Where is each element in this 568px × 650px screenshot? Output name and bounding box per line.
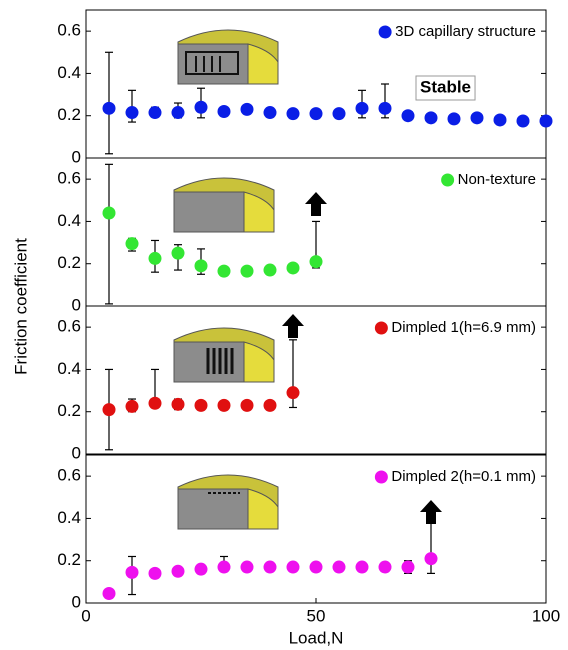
point: [103, 403, 116, 416]
point: [287, 386, 300, 399]
point: [126, 237, 139, 250]
point: [540, 115, 553, 128]
point: [356, 102, 369, 115]
y-tick-label: 0: [72, 295, 81, 314]
point: [310, 107, 323, 120]
point: [149, 252, 162, 265]
y-tick-label: 0: [72, 592, 81, 611]
legend-label: Dimpled 1(h=6.9 mm): [391, 319, 536, 336]
point: [241, 399, 254, 412]
point: [103, 587, 116, 600]
inset-dimpled-2: [178, 475, 278, 529]
point: [264, 399, 277, 412]
x-tick-label: 100: [532, 606, 560, 625]
point: [287, 561, 300, 574]
point: [402, 109, 415, 122]
y-tick-label: 0.2: [57, 253, 81, 272]
y-tick-label: 0.4: [57, 359, 81, 378]
chart: 0 0.2 0.4 0.6 Friction coefficient Stable 3D c…: [0, 0, 568, 650]
annotation: Stable: [420, 77, 471, 96]
y-tick-label: 0: [72, 443, 81, 462]
legend-label: Dimpled 2(h=0.1 mm): [391, 468, 536, 485]
y-tick-label: 0.6: [57, 169, 81, 188]
y-axis-label: Friction coefficient: [11, 238, 30, 375]
inset-plain: [174, 178, 274, 232]
point: [149, 106, 162, 119]
y-tick-label: 0.2: [57, 401, 81, 420]
point: [126, 566, 139, 579]
point: [264, 106, 277, 119]
y-tick-label: 0: [72, 147, 81, 166]
y-tick-label: 0.2: [57, 105, 81, 124]
point: [379, 561, 392, 574]
point: [218, 399, 231, 412]
y-tick-label: 0.2: [57, 550, 81, 569]
legend-marker: [375, 471, 388, 484]
point: [264, 561, 277, 574]
point: [287, 107, 300, 120]
point: [425, 111, 438, 124]
y-tick-label: 0.4: [57, 63, 81, 82]
legend-label: Non-texture: [458, 171, 536, 188]
x-axis-label: Load,N: [289, 628, 344, 647]
point: [425, 552, 438, 565]
y-tick-label: 0.6: [57, 317, 81, 336]
arrow: [282, 314, 304, 338]
point: [448, 112, 461, 125]
point: [103, 206, 116, 219]
point: [218, 561, 231, 574]
point: [195, 563, 208, 576]
inset-3d: [178, 30, 278, 84]
point: [172, 398, 185, 411]
arrow: [305, 192, 327, 216]
point: [218, 265, 231, 278]
point: [172, 106, 185, 119]
point: [356, 561, 369, 574]
point: [149, 397, 162, 410]
x-tick-label: 0: [81, 606, 90, 625]
legend-label: 3D capillary structure: [395, 23, 536, 40]
point: [517, 115, 530, 128]
legend-marker: [441, 174, 454, 187]
y-tick-label: 0.6: [57, 21, 81, 40]
inset-dimpled-1: [174, 328, 274, 382]
point: [195, 399, 208, 412]
y-tick-label: 0.4: [57, 211, 81, 230]
point: [218, 105, 231, 118]
point: [241, 561, 254, 574]
legend-marker: [379, 26, 392, 39]
y-tick-label: 0.4: [57, 508, 81, 527]
point: [241, 103, 254, 116]
x-tick-label: 50: [307, 606, 326, 625]
point: [264, 264, 277, 277]
legend-marker: [375, 322, 388, 335]
point: [287, 261, 300, 274]
point: [494, 113, 507, 126]
point: [402, 561, 415, 574]
point: [379, 102, 392, 115]
point: [103, 102, 116, 115]
point: [471, 111, 484, 124]
point: [241, 265, 254, 278]
point: [149, 567, 162, 580]
point: [195, 259, 208, 272]
point: [310, 255, 323, 268]
point: [172, 247, 185, 260]
point: [333, 107, 346, 120]
point: [310, 561, 323, 574]
y-tick-label: 0.6: [57, 466, 81, 485]
point: [172, 565, 185, 578]
point: [195, 101, 208, 114]
point: [126, 106, 139, 119]
point: [333, 561, 346, 574]
point: [126, 400, 139, 413]
